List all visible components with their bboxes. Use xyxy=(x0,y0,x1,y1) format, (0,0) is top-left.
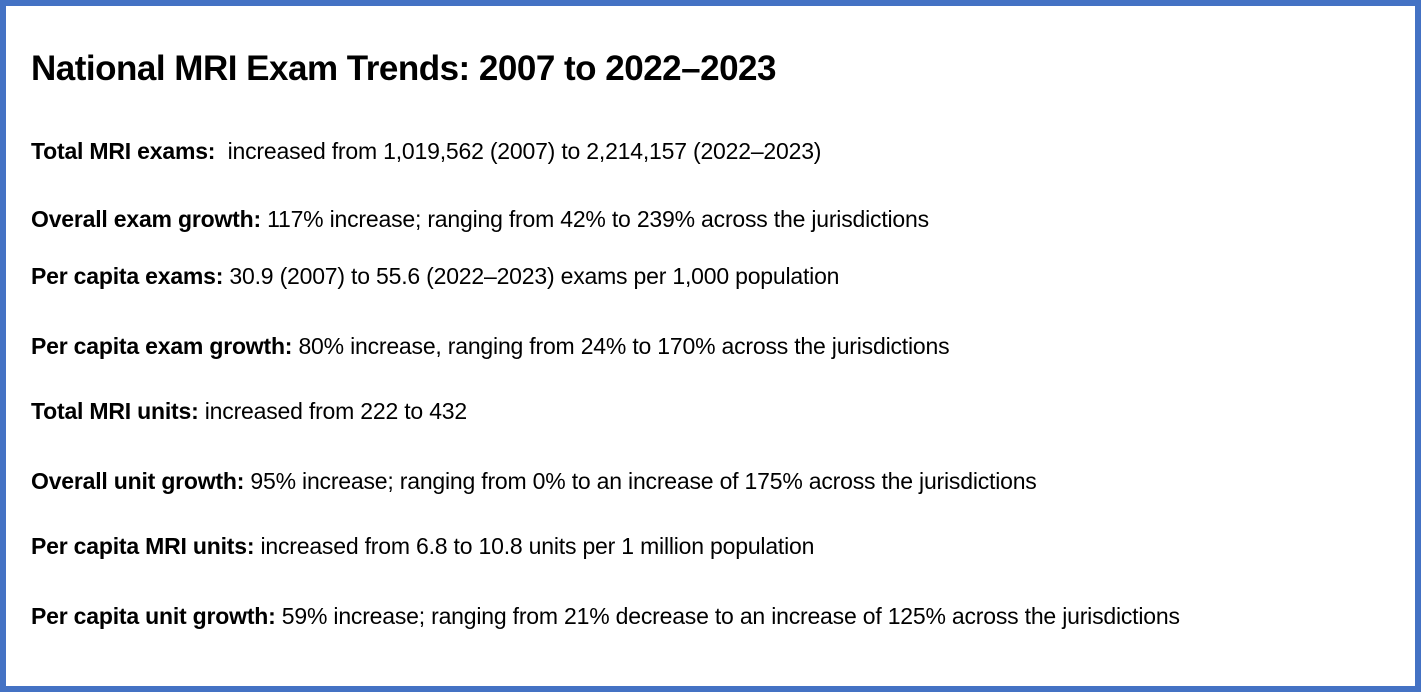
stat-line-per-capita-exam-growth: Per capita exam growth: 80% increase, ra… xyxy=(31,331,1335,361)
stat-line-per-capita-mri-units: Per capita MRI units: increased from 6.8… xyxy=(31,531,1335,561)
stat-line-overall-exam-growth: Overall exam growth: 117% increase; rang… xyxy=(31,204,1335,234)
stat-value: 117% increase; ranging from 42% to 239% … xyxy=(260,206,929,232)
stat-value: increased from 222 to 432 xyxy=(198,398,467,424)
stat-value: 59% increase; ranging from 21% decrease … xyxy=(275,603,1180,629)
stat-line-per-capita-unit-growth: Per capita unit growth: 59% increase; ra… xyxy=(31,601,1335,631)
stat-value: increased from 6.8 to 10.8 units per 1 m… xyxy=(254,533,815,559)
stat-label: Per capita exam growth: xyxy=(31,333,293,359)
stat-value: increased from 1,019,562 (2007) to 2,214… xyxy=(215,138,822,164)
stat-label: Overall unit growth: xyxy=(31,468,245,494)
stat-line-total-mri-units: Total MRI units: increased from 222 to 4… xyxy=(31,396,1335,426)
stat-label: Total MRI units: xyxy=(31,398,199,424)
stat-label: Overall exam growth: xyxy=(31,206,261,232)
stat-line-overall-unit-growth: Overall unit growth: 95% increase; rangi… xyxy=(31,466,1335,496)
stat-value: 95% increase; ranging from 0% to an incr… xyxy=(244,468,1037,494)
stat-label: Per capita MRI units: xyxy=(31,533,255,559)
stat-label: Per capita unit growth: xyxy=(31,603,276,629)
stat-value: 80% increase, ranging from 24% to 170% a… xyxy=(292,333,950,359)
stat-line-per-capita-exams: Per capita exams: 30.9 (2007) to 55.6 (2… xyxy=(31,261,1335,291)
stat-line-total-mri-exams: Total MRI exams: increased from 1,019,56… xyxy=(31,136,1335,166)
stat-label: Per capita exams: xyxy=(31,263,224,289)
page-title: National MRI Exam Trends: 2007 to 2022–2… xyxy=(31,49,776,88)
summary-box-content: National MRI Exam Trends: 2007 to 2022–2… xyxy=(6,6,1415,651)
stat-label: Total MRI exams: xyxy=(31,138,216,164)
stat-value: 30.9 (2007) to 55.6 (2022–2023) exams pe… xyxy=(223,263,840,289)
